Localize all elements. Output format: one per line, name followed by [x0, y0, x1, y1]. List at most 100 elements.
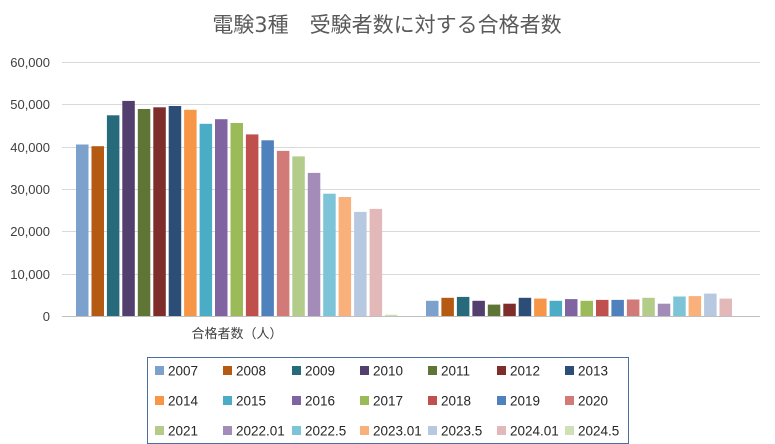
legend-item: 2010 [360, 364, 403, 379]
legend-swatch [223, 366, 232, 375]
bar [719, 298, 732, 316]
legend-swatch [497, 366, 506, 375]
legend-item: 2020 [565, 394, 608, 409]
bar [487, 304, 501, 316]
bar [518, 297, 532, 316]
legend-swatch [360, 396, 369, 405]
bar [137, 109, 151, 316]
bars [76, 100, 732, 317]
legend-label: 2009 [305, 364, 335, 379]
legend-swatch [497, 396, 506, 405]
bar [441, 297, 454, 316]
category-label: 合格者数（人） [191, 326, 282, 342]
bar [369, 208, 383, 316]
legend-item: 2021 [155, 424, 198, 439]
legend-item: 2014 [155, 394, 199, 409]
y-axis-ticks: 0 10,000 20,000 30,000 40,000 50,000 60,000 [10, 55, 50, 324]
bar [626, 299, 640, 316]
legend: 2007 2008 2009 2010 2011 2012 2013 2014 2015 2016… [155, 364, 619, 439]
legend-label: 2017 [373, 394, 403, 409]
legend-swatch [292, 426, 301, 435]
y-tick-label: 40,000 [10, 140, 50, 155]
legend-label: 2018 [441, 394, 471, 409]
bar [688, 296, 702, 316]
legend-label: 2011 [441, 364, 470, 379]
bar [168, 106, 182, 316]
legend-swatch [428, 426, 437, 435]
legend-item: 2009 [292, 364, 335, 379]
legend-item: 2011 [428, 364, 470, 379]
bar [385, 314, 398, 316]
bar [534, 298, 547, 316]
x-axis-categories: 合格者数（人） [191, 326, 282, 342]
legend-label: 2014 [168, 394, 199, 409]
legend-label: 2023.5 [441, 424, 482, 439]
y-tick-label: 20,000 [10, 224, 50, 239]
legend-label: 2013 [578, 364, 608, 379]
bar [642, 297, 655, 316]
bar [354, 211, 367, 316]
legend-label: 2016 [305, 394, 335, 409]
legend-item: 2007 [155, 364, 198, 379]
bar [426, 300, 439, 316]
gridlines [62, 62, 760, 317]
legend-swatch [223, 396, 232, 405]
bar [122, 100, 135, 317]
bar [549, 300, 563, 316]
bar [184, 109, 197, 316]
bar [596, 299, 609, 316]
chart-title: 電験3種 受験者数に対する合格者数 [212, 13, 561, 37]
y-tick-label: 50,000 [10, 97, 50, 112]
y-tick-label: 30,000 [10, 182, 50, 197]
bar [456, 296, 470, 316]
legend-item: 2019 [497, 394, 540, 409]
legend-label: 2021 [168, 424, 198, 439]
legend-swatch [565, 366, 574, 375]
legend-item: 2023.01 [360, 424, 422, 439]
legend-swatch [292, 396, 301, 405]
bar [153, 107, 166, 316]
bar [611, 299, 624, 316]
legend-item: 2018 [428, 394, 471, 409]
bar [199, 123, 213, 316]
legend-label: 2010 [373, 364, 403, 379]
bar [657, 303, 671, 316]
legend-swatch [565, 426, 574, 435]
legend-item: 2008 [223, 364, 266, 379]
legend-swatch [155, 426, 164, 435]
legend-item: 2023.5 [428, 424, 482, 439]
bar [76, 144, 89, 316]
legend-swatch [428, 366, 437, 375]
legend-swatch [360, 366, 369, 375]
bar [580, 300, 593, 316]
legend-label: 2024.5 [578, 424, 619, 439]
bar [230, 123, 243, 316]
legend-swatch [292, 366, 301, 375]
legend-label: 2024.01 [510, 424, 559, 439]
bar [338, 197, 352, 316]
bar [673, 296, 686, 316]
y-tick-label: 60,000 [10, 55, 50, 70]
legend-label: 2015 [236, 394, 266, 409]
legend-swatch [360, 426, 369, 435]
bar [472, 300, 485, 316]
bar [292, 156, 305, 316]
legend-label: 2019 [510, 394, 540, 409]
legend-swatch [223, 426, 232, 435]
legend-item: 2017 [360, 394, 403, 409]
legend-item: 2012 [497, 364, 540, 379]
legend-item: 2022.01 [223, 424, 285, 439]
bar [565, 299, 578, 316]
bar [106, 115, 120, 316]
legend-item: 2016 [292, 394, 335, 409]
legend-swatch [565, 396, 574, 405]
legend-label: 2007 [168, 364, 198, 379]
legend-swatch [155, 396, 164, 405]
legend-item: 2024.5 [565, 424, 619, 439]
bar [323, 193, 336, 316]
bar [215, 119, 228, 316]
bar [307, 172, 321, 316]
legend-label: 2022.5 [305, 424, 346, 439]
legend-swatch [428, 396, 437, 405]
